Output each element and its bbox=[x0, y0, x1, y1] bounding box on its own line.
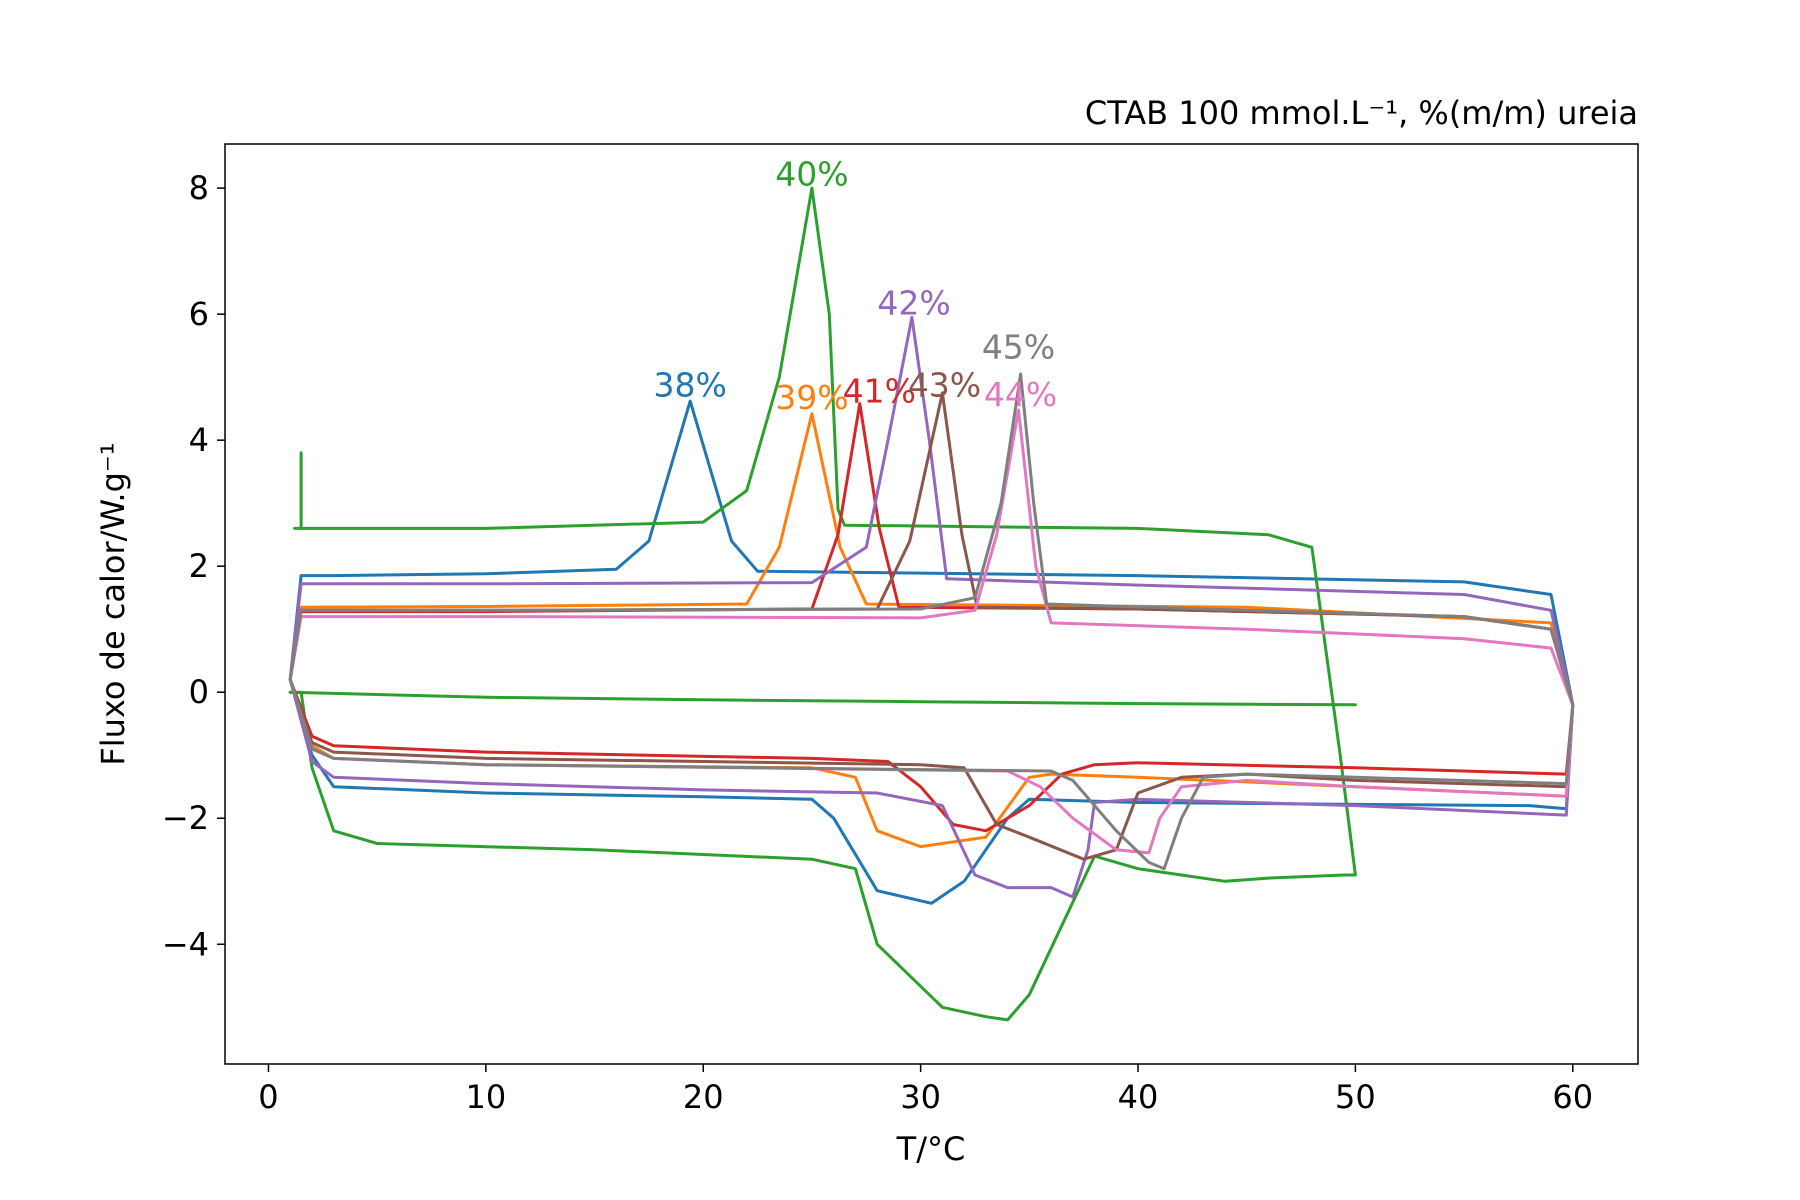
series-line-42pct bbox=[288, 315, 1575, 899]
series-line-baseline-3 bbox=[288, 690, 1357, 707]
series-line-45pct bbox=[288, 372, 1575, 871]
y-tick-label: 2 bbox=[189, 547, 209, 585]
x-tick-label: 10 bbox=[466, 1078, 507, 1116]
y-tick-label: −2 bbox=[162, 799, 209, 837]
y-tick-label: 6 bbox=[189, 295, 209, 333]
y-axis-label: Fluxo de calor/W.g⁻¹ bbox=[94, 442, 132, 765]
x-tick-label: 50 bbox=[1335, 1078, 1376, 1116]
series-line-44pct bbox=[288, 408, 1575, 855]
x-tick-label: 30 bbox=[900, 1078, 941, 1116]
y-tick-label: 4 bbox=[189, 421, 209, 459]
x-tick-label: 20 bbox=[683, 1078, 724, 1116]
annotation-40pct: 40% bbox=[775, 154, 848, 193]
series-line-40pct bbox=[288, 186, 1357, 1022]
y-tick-label: 8 bbox=[189, 169, 209, 207]
series-annotations: 38% 39% 40% 41% 42% 43% 44% 45% bbox=[654, 154, 1058, 417]
chart-title: CTAB 100 mmol.L⁻¹, %(m/m) ureia bbox=[1085, 94, 1638, 132]
series-line-38pct bbox=[288, 399, 1575, 905]
x-tick-label: 60 bbox=[1552, 1078, 1593, 1116]
x-tick-label: 40 bbox=[1118, 1078, 1159, 1116]
y-tick-label: 0 bbox=[189, 673, 209, 711]
x-axis: 0 10 20 30 40 50 60 bbox=[258, 1064, 1593, 1116]
x-axis-label: T/°C bbox=[896, 1130, 966, 1168]
annotation-45pct: 45% bbox=[982, 328, 1055, 367]
x-tick-label: 0 bbox=[258, 1078, 278, 1116]
annotation-41pct: 41% bbox=[843, 372, 916, 411]
annotation-39pct: 39% bbox=[775, 378, 848, 417]
annotation-38pct: 38% bbox=[654, 365, 727, 404]
annotation-44pct: 44% bbox=[984, 375, 1057, 414]
series-line-41pct bbox=[288, 402, 1575, 833]
plot-series-group bbox=[288, 186, 1575, 1022]
plot-frame bbox=[224, 143, 1639, 1065]
y-axis: −4 −2 0 2 4 6 8 bbox=[162, 169, 225, 963]
annotation-42pct: 42% bbox=[877, 283, 950, 322]
annotation-43pct: 43% bbox=[908, 365, 981, 404]
y-tick-label: −4 bbox=[162, 925, 209, 963]
series-line-43pct bbox=[288, 391, 1575, 861]
